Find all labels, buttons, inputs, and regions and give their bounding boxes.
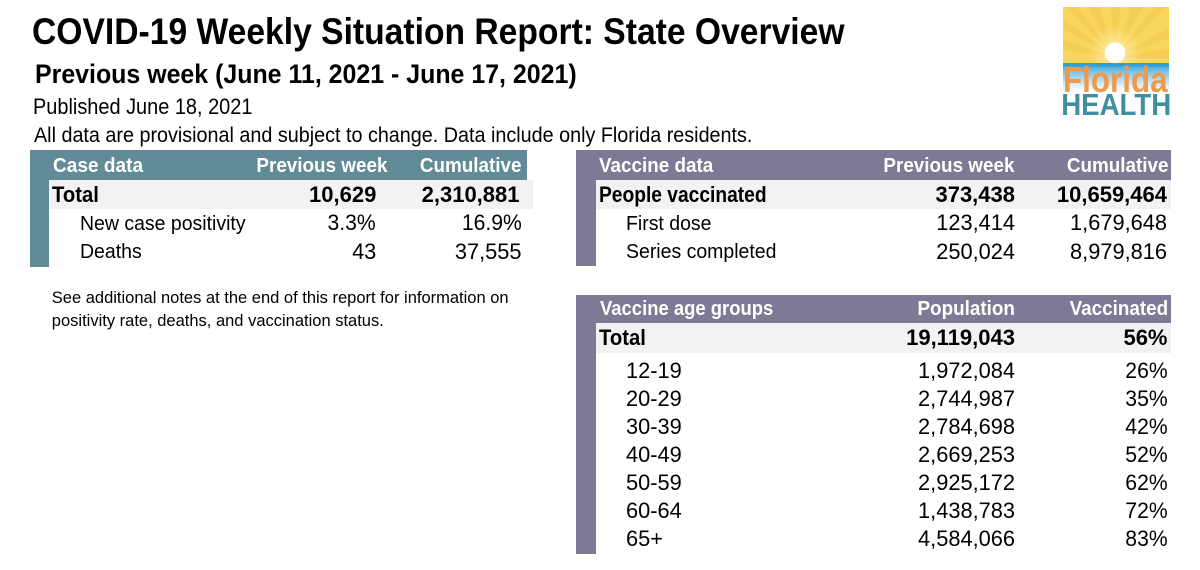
svg-text:HEALTH: HEALTH [1061, 89, 1171, 123]
svg-text:Florida: Florida [1063, 60, 1168, 101]
